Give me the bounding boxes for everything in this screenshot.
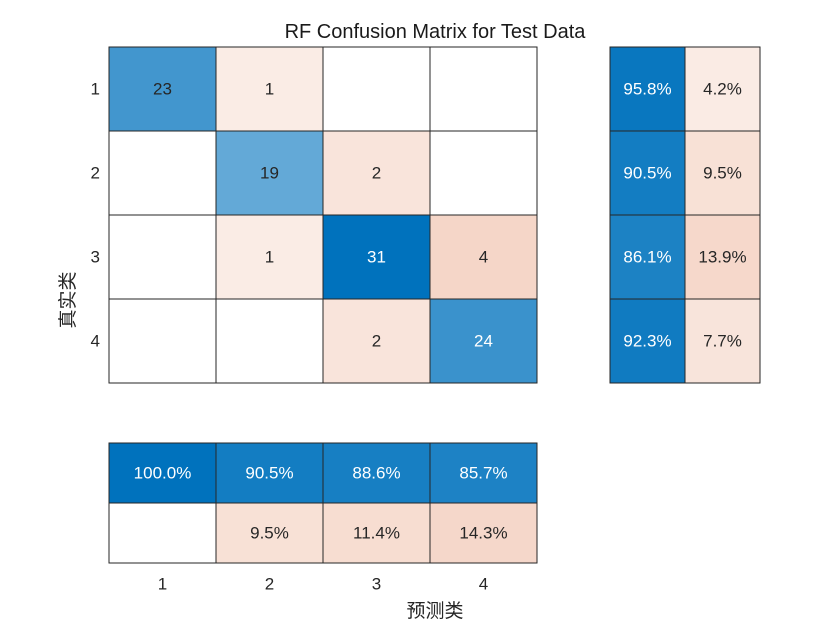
row-summary-grid: 95.8% 4.2% 90.5% 9.5% 86.1% 13.9% 92.3% 7.7% [609, 46, 761, 384]
row-correct-cell [609, 130, 686, 216]
x-tick-labels: 1 2 3 4 [158, 575, 488, 594]
row-incorrect-value: 7.7% [703, 332, 742, 351]
matrix-cell [215, 46, 324, 132]
cell-value: 2 [372, 332, 381, 351]
row-correct-value: 92.3% [623, 332, 671, 351]
matrix-cell [108, 46, 217, 132]
y-tick-label: 2 [91, 164, 100, 183]
x-tick-label: 1 [158, 575, 167, 594]
col-correct-cell [108, 442, 217, 504]
matrix-cell [322, 298, 431, 384]
matrix-cell [108, 214, 217, 300]
cell-value: 4 [479, 248, 488, 267]
cell-value: 23 [153, 80, 172, 99]
col-correct-value: 90.5% [245, 464, 293, 483]
cell-value: 1 [265, 248, 274, 267]
cell-value: 24 [474, 332, 493, 351]
col-incorrect-cell [215, 502, 324, 564]
matrix-cell [322, 214, 431, 300]
matrix-cell [322, 130, 431, 216]
col-correct-value: 88.6% [352, 464, 400, 483]
x-axis-label: 预测类 [406, 600, 463, 622]
matrix-cell [215, 214, 324, 300]
col-incorrect-cell [322, 502, 431, 564]
row-incorrect-value: 13.9% [698, 248, 746, 267]
col-correct-cell [429, 442, 538, 504]
row-incorrect-cell [684, 130, 761, 216]
row-incorrect-value: 9.5% [703, 164, 742, 183]
matrix-cell [322, 46, 431, 132]
y-tick-label: 4 [91, 332, 100, 351]
row-correct-value: 90.5% [623, 164, 671, 183]
row-incorrect-value: 4.2% [703, 80, 742, 99]
x-tick-label: 4 [479, 575, 488, 594]
row-correct-value: 95.8% [623, 80, 671, 99]
matrix-cell [429, 130, 538, 216]
col-incorrect-value: 14.3% [459, 524, 507, 543]
cell-value: 2 [372, 164, 381, 183]
matrix-cell [215, 298, 324, 384]
y-tick-labels: 1 2 3 4 [91, 80, 100, 351]
x-tick-label: 3 [372, 575, 381, 594]
col-correct-value: 85.7% [459, 464, 507, 483]
col-incorrect-value: 11.4% [353, 524, 400, 543]
cell-value: 1 [265, 80, 274, 99]
col-incorrect-value: 9.5% [250, 524, 289, 543]
row-correct-cell [609, 46, 686, 132]
column-summary-grid: 100.0% 90.5% 9.5% 88.6% 11.4% 85.7% 14.3% [108, 442, 538, 564]
row-incorrect-cell [684, 214, 761, 300]
matrix-cell [108, 130, 217, 216]
matrix-cell [429, 46, 538, 132]
row-incorrect-cell [684, 46, 761, 132]
matrix-cell [429, 298, 538, 384]
row-correct-cell [609, 214, 686, 300]
x-tick-label: 2 [265, 575, 274, 594]
y-axis-label: 真实类 [57, 271, 79, 328]
confusion-matrix-grid: 23 1 19 2 1 31 4 2 24 [108, 46, 538, 384]
col-incorrect-cell [429, 502, 538, 564]
matrix-cell [108, 298, 217, 384]
row-correct-value: 86.1% [623, 248, 671, 267]
col-correct-cell [215, 442, 324, 504]
matrix-cell [215, 130, 324, 216]
cell-value: 19 [260, 164, 279, 183]
row-incorrect-cell [684, 298, 761, 384]
row-correct-cell [609, 298, 686, 384]
col-correct-cell [322, 442, 431, 504]
chart-title: RF Confusion Matrix for Test Data [285, 21, 587, 43]
cell-value: 31 [367, 248, 386, 267]
y-tick-label: 1 [91, 80, 100, 99]
col-incorrect-cell [108, 502, 217, 564]
col-correct-value: 100.0% [134, 464, 192, 483]
y-tick-label: 3 [91, 248, 100, 267]
